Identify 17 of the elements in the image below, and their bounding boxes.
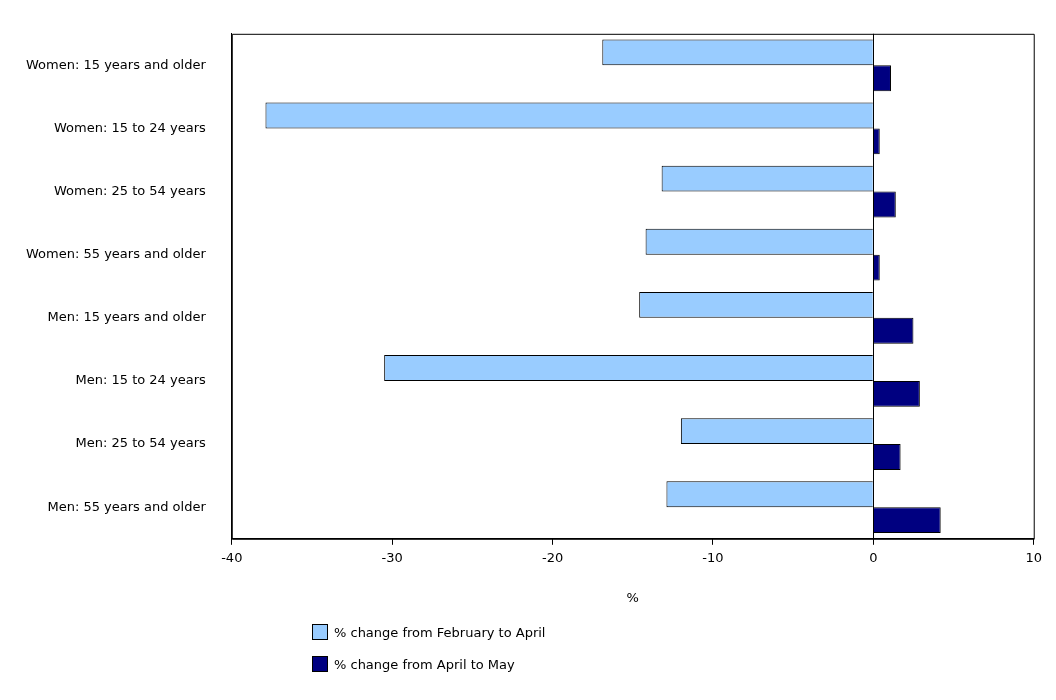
y-tick-label: Men: 15 years and older bbox=[47, 309, 207, 325]
y-tick-label: Women: 15 years and older bbox=[25, 56, 207, 72]
y-tick-label: Men: 25 to 54 years bbox=[75, 435, 207, 451]
x-tick-label: -20 bbox=[541, 549, 564, 565]
x-tick-label: -30 bbox=[381, 549, 403, 565]
y-tick-label: Women: 15 to 24 years bbox=[54, 119, 206, 135]
x-tick-label: 0 bbox=[869, 549, 878, 565]
x-tick-label: -40 bbox=[221, 549, 243, 565]
y-tick-label: Women: 55 years and older bbox=[25, 246, 207, 262]
y-tick-label: Women: 25 to 54 years bbox=[54, 182, 206, 198]
x-axis-title: % bbox=[626, 589, 639, 605]
x-tick-label: -10 bbox=[702, 549, 724, 565]
x-tick-label: 10 bbox=[1025, 549, 1042, 565]
legend-label: % change from April to May bbox=[334, 656, 515, 672]
y-tick-label: Men: 15 to 24 years bbox=[75, 372, 207, 388]
legend-label: % change from February to April bbox=[334, 624, 546, 640]
y-tick-label: Men: 55 years and older bbox=[47, 498, 207, 514]
